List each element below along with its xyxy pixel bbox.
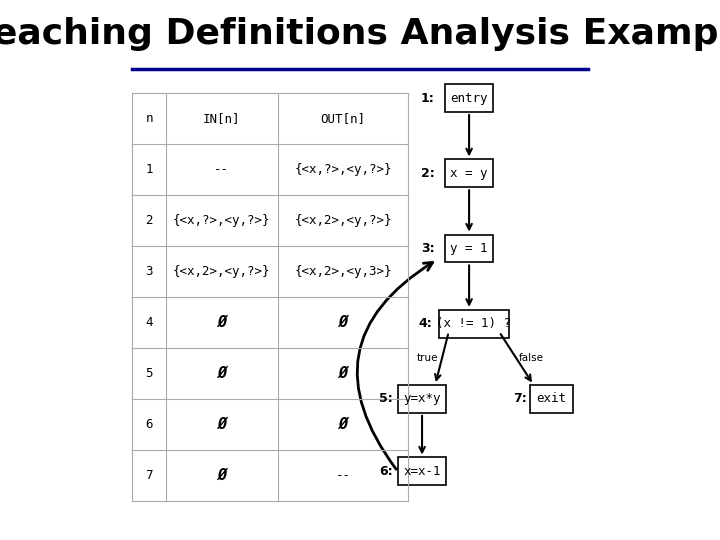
Text: 2: 2 <box>145 214 153 227</box>
Text: {<x,2>,<y,3>}: {<x,2>,<y,3>} <box>294 265 392 278</box>
FancyBboxPatch shape <box>398 385 446 413</box>
FancyBboxPatch shape <box>530 385 573 413</box>
Text: entry: entry <box>450 92 488 105</box>
Text: Ø: Ø <box>217 366 226 381</box>
Text: 5: 5 <box>145 367 153 380</box>
Text: Reaching Definitions Analysis Example: Reaching Definitions Analysis Example <box>0 17 720 51</box>
Text: 7:: 7: <box>513 393 527 406</box>
Text: 7: 7 <box>145 469 153 482</box>
FancyBboxPatch shape <box>398 457 446 485</box>
Text: {<x,?>,<y,?>}: {<x,?>,<y,?>} <box>294 163 392 176</box>
Text: Ø: Ø <box>217 468 226 483</box>
FancyArrowPatch shape <box>357 262 433 469</box>
Text: --: -- <box>215 163 229 176</box>
FancyBboxPatch shape <box>445 84 493 112</box>
Text: 1: 1 <box>145 163 153 176</box>
Text: x = y: x = y <box>450 167 488 180</box>
Text: {<x,?>,<y,?>}: {<x,?>,<y,?>} <box>173 214 271 227</box>
FancyBboxPatch shape <box>438 310 509 338</box>
Text: Ø: Ø <box>217 417 226 432</box>
Text: true: true <box>417 353 438 363</box>
Text: --: -- <box>336 469 351 482</box>
Text: y = 1: y = 1 <box>450 242 488 255</box>
Text: 6:: 6: <box>379 465 392 478</box>
Text: 1:: 1: <box>421 92 435 105</box>
Text: 2:: 2: <box>421 167 435 180</box>
Text: {<x,2>,<y,?>}: {<x,2>,<y,?>} <box>294 214 392 227</box>
Text: (x != 1) ?: (x != 1) ? <box>436 317 511 330</box>
FancyBboxPatch shape <box>445 234 493 262</box>
Text: Ø: Ø <box>338 366 348 381</box>
Text: {<x,2>,<y,?>}: {<x,2>,<y,?>} <box>173 265 271 278</box>
Text: 4: 4 <box>145 316 153 329</box>
Text: IN[n]: IN[n] <box>203 112 240 125</box>
Text: 3: 3 <box>145 265 153 278</box>
Text: x=x-1: x=x-1 <box>403 465 441 478</box>
Text: Ø: Ø <box>217 315 226 330</box>
Text: Ø: Ø <box>338 417 348 432</box>
Text: 6: 6 <box>145 418 153 431</box>
Text: 4:: 4: <box>418 317 432 330</box>
Text: OUT[n]: OUT[n] <box>320 112 366 125</box>
Text: 5:: 5: <box>379 393 392 406</box>
FancyBboxPatch shape <box>445 159 493 187</box>
Text: n: n <box>145 112 153 125</box>
Text: Ø: Ø <box>338 315 348 330</box>
Text: y=x*y: y=x*y <box>403 393 441 406</box>
Text: false: false <box>518 353 544 363</box>
Text: 3:: 3: <box>421 242 435 255</box>
Text: exit: exit <box>536 393 567 406</box>
